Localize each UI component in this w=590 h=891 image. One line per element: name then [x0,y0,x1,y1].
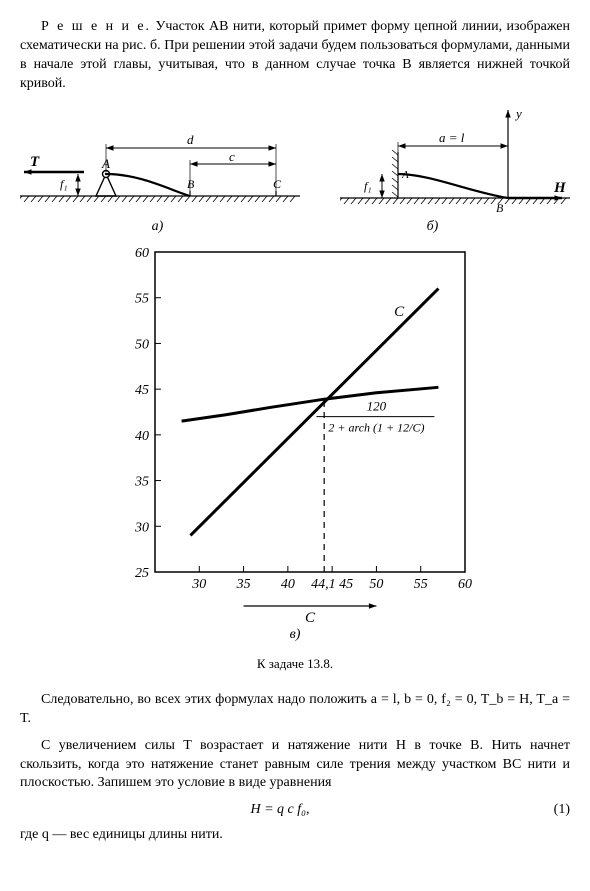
svg-text:60: 60 [458,577,472,592]
figure-a: Tf₁ A B Cd c [20,112,300,222]
fig-b-label: б) [427,218,439,237]
svg-text:45: 45 [135,384,149,399]
chart-wrap: 25 30 35 40 45 50 55 60 30 35 40 44,1 45 50 55 60 C 120 2… [20,242,570,622]
paragraph-2: Следовательно, во всех этих формулах над… [20,691,570,729]
fig-c-label: в) [20,626,570,645]
svg-text:A: A [101,156,110,171]
svg-text:30: 30 [134,521,149,536]
svg-text:C: C [273,177,282,191]
svg-text:y: y [514,106,522,121]
paragraph-3: С увеличением силы T возрастает и натяже… [20,737,570,794]
svg-text:120: 120 [367,399,387,414]
svg-text:f₁: f₁ [364,179,372,193]
svg-text:B: B [496,201,504,215]
equation-row: H = q c f₀, (1) [20,801,570,820]
svg-text:60: 60 [135,246,149,261]
svg-text:A: A [401,169,409,181]
paragraph-4: где q — вес единицы длины нити. [20,826,570,845]
svg-text:55: 55 [135,292,149,307]
svg-text:40: 40 [281,577,295,592]
svg-text:30: 30 [191,577,206,592]
svg-text:2 + arch (1 + 12/C): 2 + arch (1 + 12/C) [328,421,424,435]
svg-text:T: T [30,154,40,170]
svg-text:B: B [187,177,195,191]
svg-text:d: d [187,132,194,147]
figure-caption: К задаче 13.8. [20,655,570,673]
figure-row-ab: Tf₁ A B Cd c y Af₁ B Ha = l [20,102,570,222]
equation-number: (1) [540,801,570,820]
svg-text:40: 40 [135,429,149,444]
svg-text:35: 35 [236,577,251,592]
svg-text:f₁: f₁ [60,177,68,191]
chart-c: 25 30 35 40 45 50 55 60 30 35 40 44,1 45 50 55 60 C 120 2… [105,242,485,622]
svg-text:50: 50 [369,577,383,592]
svg-text:c: c [229,149,235,164]
svg-text:H: H [553,180,567,196]
equation-text: H = q c f₀, [20,801,540,820]
svg-text:25: 25 [135,566,149,581]
fig-a-label: а) [152,218,164,237]
solution-paragraph-1: Р е ш е н и е. Участок AB нити, который … [20,18,570,94]
svg-text:35: 35 [134,475,149,490]
svg-text:C: C [305,610,316,622]
figure-b: y Af₁ B Ha = l [340,102,570,222]
svg-text:44,1 45: 44,1 45 [311,577,353,592]
svg-text:50: 50 [135,338,149,353]
solution-label: Р е ш е н и е. [41,19,151,34]
svg-text:C: C [394,304,405,320]
svg-text:a = l: a = l [439,130,465,145]
svg-text:55: 55 [414,577,428,592]
